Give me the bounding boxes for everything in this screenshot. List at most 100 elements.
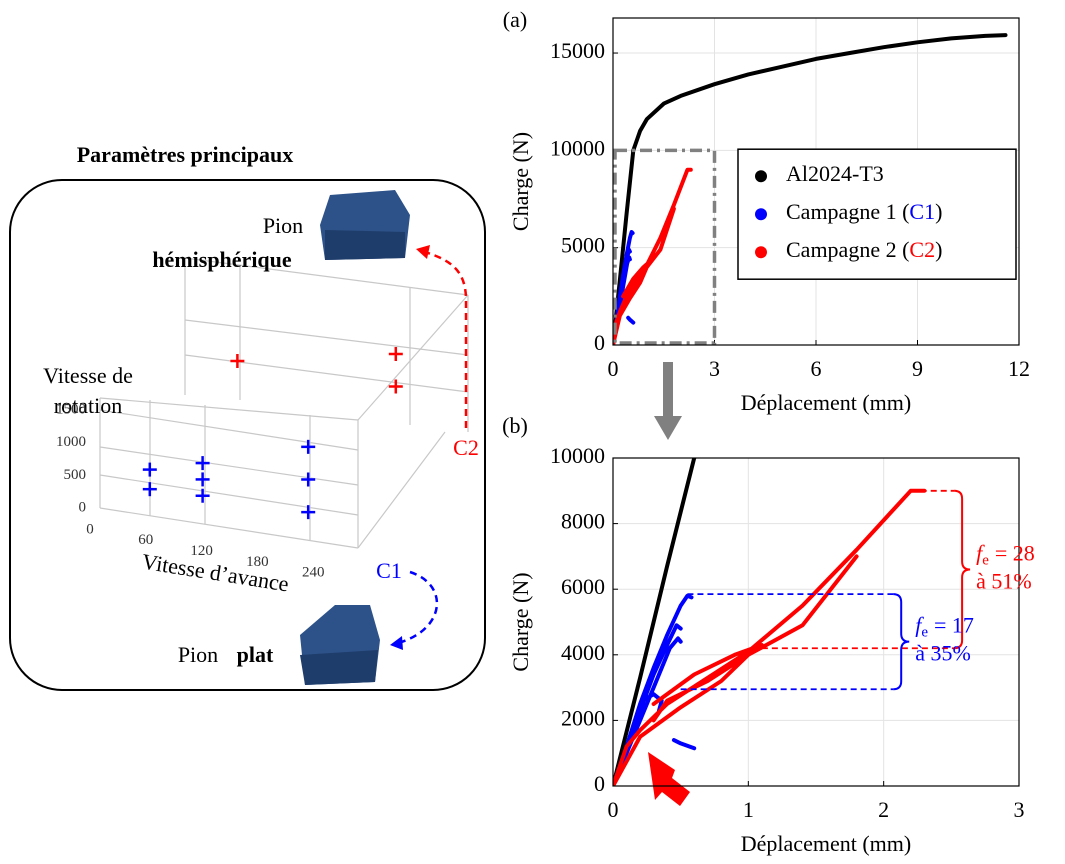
- c1-label: C1: [376, 558, 402, 583]
- bracket-label: à 51%: [976, 569, 1032, 594]
- x-tick-label: 6: [811, 356, 822, 381]
- tool-shade: [325, 230, 405, 260]
- legend-label: Campagne 2 (C2): [786, 237, 942, 262]
- series-line: [613, 458, 697, 786]
- z-tick-label: 0: [79, 499, 87, 515]
- series-line: [613, 230, 636, 345]
- c2-label: C2: [453, 435, 479, 460]
- tool-label: Pion: [178, 642, 218, 667]
- axes-frame: [612, 457, 1020, 787]
- z-axis-label: rotation: [54, 393, 122, 418]
- point: [195, 456, 210, 471]
- x-tick-label: 240: [302, 565, 325, 581]
- x-tick-label: 180: [246, 554, 269, 570]
- x-tick-label: 9: [912, 356, 923, 381]
- bracket-label: à 35%: [915, 641, 971, 666]
- tool-kind: hémisphérique: [152, 247, 292, 272]
- legend-box: [737, 148, 1017, 280]
- point: [195, 472, 210, 487]
- c1-arrow: [397, 570, 439, 645]
- y-axis-label: Charge (N): [508, 132, 533, 231]
- legend-label-part: C2: [909, 237, 935, 262]
- bracket-label-part: f: [976, 541, 985, 566]
- bracket-label-part: e: [982, 553, 989, 569]
- x-tick-label: 60: [138, 532, 153, 548]
- legend-label-part: C1: [909, 199, 935, 224]
- plot-area: [613, 458, 927, 786]
- c2-arrow: [424, 250, 468, 428]
- legend-label-part: Campagne 2 (: [786, 237, 909, 262]
- bracket-label: fe = 17: [915, 613, 974, 641]
- z-tick-label: 1000: [56, 434, 86, 450]
- red-arrow: [648, 752, 690, 806]
- x-tick-label: 0: [86, 521, 94, 537]
- axes-frame: [612, 17, 1020, 346]
- y-tick-label: 15000: [550, 38, 605, 63]
- panel-label: (a): [503, 7, 527, 32]
- zoom-arrow-head: [654, 416, 682, 440]
- series-line: [613, 488, 927, 786]
- bracket-label-part: f: [915, 613, 924, 638]
- legend-marker: [755, 246, 767, 259]
- tool-label: Pion: [263, 213, 303, 238]
- arrow-head: [390, 636, 403, 650]
- point: [301, 505, 316, 520]
- diagram-frame: [9, 179, 486, 691]
- legend-marker: [755, 170, 767, 183]
- x-axis-label: Déplacement (mm): [741, 831, 911, 856]
- point: [195, 488, 210, 503]
- x-tick-label: 0: [608, 797, 619, 822]
- point: [142, 462, 157, 477]
- y-tick-label: 0: [594, 330, 605, 355]
- y-tick-label: 8000: [561, 509, 605, 534]
- y-tick-label: 2000: [561, 705, 605, 730]
- series-line: [613, 593, 697, 786]
- 3d-box: [99, 257, 469, 549]
- y-tick-label: 0: [594, 771, 605, 796]
- legend-label: Campagne 1 (C1): [786, 199, 942, 224]
- bracket: [893, 593, 910, 691]
- point: [388, 347, 403, 361]
- bracket-label-part: = 28: [995, 541, 1035, 566]
- diagram-title: Paramètres principaux: [77, 142, 294, 167]
- x-tick-label: 0: [608, 356, 619, 381]
- point: [388, 379, 403, 394]
- tool-shade: [300, 650, 378, 685]
- y-tick-label: 6000: [561, 574, 605, 599]
- x-tick-label: 3: [1014, 797, 1025, 822]
- x-tick-label: 1: [743, 797, 754, 822]
- z-tick-label: 500: [64, 467, 87, 483]
- legend-label-part: ): [935, 199, 942, 224]
- tool-kind: plat: [237, 642, 274, 667]
- legend-label-part: Campagne 1 (: [786, 199, 909, 224]
- y-tick-label: 5000: [561, 233, 605, 258]
- x-tick-label: 120: [190, 543, 213, 559]
- point: [301, 472, 316, 487]
- legend-label: Al2024-T3: [786, 161, 884, 186]
- y-tick-label: 10000: [550, 443, 605, 468]
- plot-area: [613, 33, 1008, 345]
- x-axis-label: Déplacement (mm): [741, 390, 911, 415]
- bracket-label-part: e: [921, 625, 928, 641]
- legend-label-part: ): [935, 237, 942, 262]
- y-tick-label: 10000: [550, 135, 605, 160]
- point: [230, 354, 245, 368]
- series-line: [613, 33, 1008, 345]
- bracket: [954, 489, 971, 650]
- zoom-arrow: [663, 362, 673, 417]
- bracket-label: fe = 28: [976, 541, 1035, 569]
- point: [142, 482, 157, 497]
- y-tick-label: 4000: [561, 640, 605, 665]
- y-axis-label: Charge (N): [508, 572, 533, 671]
- z-tick-label: 1500: [56, 401, 86, 417]
- x-tick-label: 12: [1008, 356, 1030, 381]
- bracket-label-part: = 17: [934, 613, 974, 638]
- series-line: [613, 167, 693, 345]
- legend-marker: [755, 208, 767, 221]
- arrow-head: [416, 245, 430, 259]
- x-tick-label: 2: [878, 797, 889, 822]
- x-tick-label: 3: [709, 356, 720, 381]
- panel-label: (b): [502, 413, 528, 438]
- point: [301, 439, 316, 454]
